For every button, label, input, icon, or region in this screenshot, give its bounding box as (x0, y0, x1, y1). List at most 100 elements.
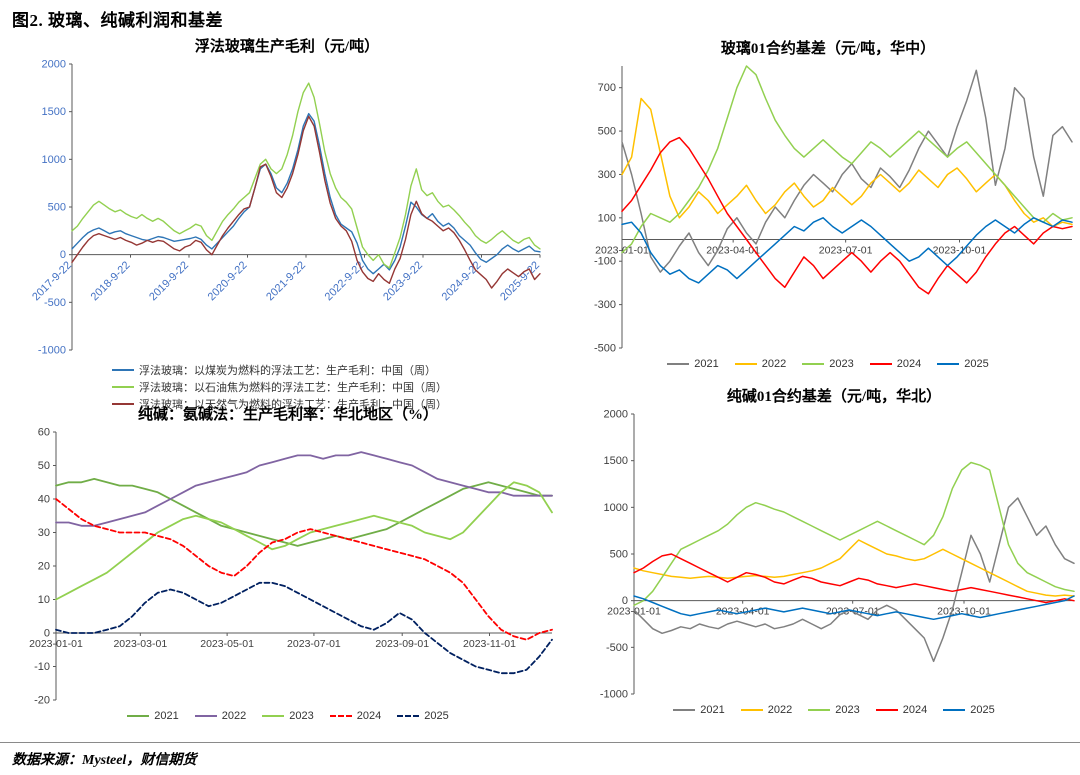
legend-label: 2021 (700, 704, 725, 716)
series-浮法玻璃：以天然气为燃料的浮法工艺：生产毛利：中国（周） (71, 115, 541, 289)
legend-item: 2024 (869, 358, 922, 370)
legend-item: 2023 (262, 710, 314, 722)
legend-label: 2025 (970, 704, 995, 716)
figure-title: 图2. 玻璃、纯碱利润和基差 (12, 11, 223, 30)
legend-marker (740, 709, 763, 711)
y-tick-label: 2000 (42, 59, 66, 71)
legend-label: 2025 (424, 710, 449, 722)
y-tick-label: 40 (38, 494, 50, 506)
chart-title-soda-basis: 纯碱01合约基差（元/吨，华北） (726, 389, 942, 405)
chart-glass-margin: 浮法玻璃生产毛利（元/吨） -1000 -500 0 500 1000 1500 2000 2… (26, 36, 548, 411)
soda-basis-svg: -1000 -500 0 500 1000 1500 2000 2023-01-01 2023-… (600, 409, 1075, 701)
glass-basis-svg: -500 -300 -100 100 300 500 700 2023-01-01 2023-0… (594, 65, 1073, 355)
y-tick-label: -500 (606, 642, 628, 654)
legend-item: 浮法玻璃：以煤炭为燃料的浮法工艺：生产毛利：中国（周） (112, 362, 436, 378)
legend-marker (329, 715, 352, 717)
legend-item: 2022 (734, 358, 786, 370)
series-2024 (621, 136, 1073, 295)
legend-marker (112, 369, 134, 371)
legend-item: 2022 (194, 710, 247, 722)
legend-marker (112, 386, 134, 388)
series-浮法玻璃：以石油焦为燃料的浮法工艺：生产毛利：中国（周） (71, 82, 541, 269)
legend-marker (397, 715, 420, 717)
legend-marker (194, 715, 217, 717)
legend-label: 2023 (289, 710, 314, 722)
x-tick-label: 2023-10-01 (937, 606, 991, 618)
series-2023 (55, 481, 553, 601)
legend-label: 2024 (356, 710, 382, 722)
x-tick-label: 2023-03-01 (113, 638, 167, 650)
y-tick-label: 2000 (604, 409, 628, 421)
x-tick-label: 2023-09-01 (375, 638, 429, 650)
legend-label: 浮法玻璃：以石油焦为燃料的浮法工艺：生产毛利：中国（周） (139, 382, 447, 394)
legend-item: 浮法玻璃：以石油焦为燃料的浮法工艺：生产毛利：中国（周） (112, 379, 447, 395)
legend-label: 2022 (221, 710, 247, 722)
series-2024 (633, 553, 1075, 604)
x-tick-label: 2023-04-01 (716, 606, 770, 618)
y-tick-label: -500 (44, 297, 66, 309)
series-2025 (633, 595, 1075, 621)
chart-title-glass-margin: 浮法玻璃生产毛利（元/吨） (194, 39, 380, 55)
x-tick-label: 2023-9-22 (381, 259, 425, 303)
legend-marker (667, 363, 690, 365)
y-tick-label: -1000 (38, 345, 66, 357)
y-tick-label: 60 (38, 427, 50, 439)
plot-glass-margin: -1000 -500 0 500 1000 1500 2000 2017-9-22 2018-9… (26, 58, 548, 358)
legend-item: 2025 (397, 710, 449, 722)
legend-soda-basis: 2021 2022 2023 2024 2025 (588, 704, 1080, 716)
legend-item: 2021 (667, 358, 719, 370)
series-2025 (621, 217, 1073, 284)
legend-label: 2023 (835, 704, 860, 716)
y-tick-label: 0 (44, 628, 50, 640)
y-tick-label: -300 (594, 299, 616, 311)
legend-glass-margin: 浮法玻璃：以煤炭为燃料的浮法工艺：生产毛利：中国（周） 浮法玻璃：以石油焦为燃料的… (26, 362, 548, 412)
legend-marker (937, 363, 960, 365)
y-tick-label: 20 (38, 561, 50, 573)
series-2022 (621, 97, 1073, 228)
legend-item: 2021 (127, 710, 179, 722)
series-2023 (621, 65, 1073, 254)
y-tick-label: 1500 (42, 106, 66, 118)
y-tick-label: 500 (598, 126, 616, 138)
x-tick-label: 2021-9-22 (264, 259, 308, 303)
legend-marker (808, 709, 831, 711)
y-tick-label: 50 (38, 460, 50, 472)
legend-label: 2021 (154, 710, 179, 722)
legend-label: 2024 (896, 358, 922, 370)
legend-marker (869, 363, 892, 365)
x-tick-label: 2023-07-01 (819, 245, 873, 257)
x-tick-label: 2025-9-22 (498, 259, 542, 303)
series-浮法玻璃：以煤炭为燃料的浮法工艺：生产毛利：中国（周） (71, 112, 541, 275)
x-tick-label: 2023-04-01 (706, 245, 760, 257)
x-tick-label: 2023-07-01 (287, 638, 341, 650)
legend-marker (875, 709, 898, 711)
x-tick-label: 2023-11-01 (463, 638, 516, 650)
x-tick-label: 2023-05-01 (200, 638, 254, 650)
legend-item: 2025 (943, 704, 995, 716)
plot-glass-basis: -500 -300 -100 100 300 500 700 2023-01-01 2023-0… (578, 60, 1078, 356)
legend-label: 2023 (829, 358, 854, 370)
legend-label: 2022 (767, 704, 793, 716)
chart-soda-basis: 纯碱01合约基差（元/吨，华北） -1000 -500 0 500 1000 1500 20… (588, 386, 1080, 730)
series-2022 (55, 451, 553, 527)
legend-item: 2024 (875, 704, 928, 716)
legend-item: 2021 (673, 704, 725, 716)
plot-soda-margin: -20 -10 0 10 20 30 40 50 60 2023-01-01 2023-03-01 2… (14, 426, 562, 708)
x-tick-label: 2020-9-22 (206, 259, 250, 303)
y-tick-label: 0 (622, 595, 628, 607)
y-tick-label: -100 (594, 256, 616, 268)
legend-item: 2023 (808, 704, 860, 716)
legend-label: 2024 (902, 704, 928, 716)
y-tick-label: -10 (34, 661, 50, 673)
legend-glass-basis: 2021 2022 2023 2024 2025 (578, 358, 1078, 370)
legend-marker (734, 363, 757, 365)
series-2021 (633, 497, 1075, 663)
legend-item: 2024 (329, 710, 382, 722)
data-source: 数据来源：Mysteel，财信期货 (0, 742, 1080, 769)
y-tick-label: 30 (38, 527, 50, 539)
legend-marker (127, 715, 150, 717)
legend-marker (112, 403, 134, 405)
legend-item: 2023 (802, 358, 854, 370)
